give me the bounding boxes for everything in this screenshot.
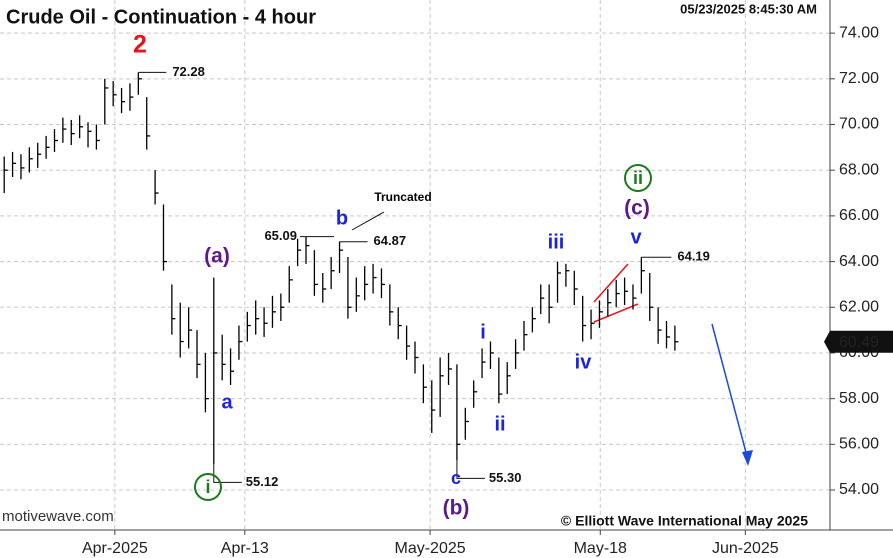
wave-circle xyxy=(624,164,652,192)
price-label: 72.28 xyxy=(172,64,205,79)
wave-label: iv xyxy=(575,351,593,373)
y-tick-label: 64.00 xyxy=(839,253,879,270)
wave-label: (b) xyxy=(443,497,470,520)
y-tick-label: 70.00 xyxy=(839,116,879,133)
watermark: motivewave.com xyxy=(2,508,114,525)
price-label: 64.87 xyxy=(374,233,407,248)
wave-circle xyxy=(194,473,222,501)
wave-label: Truncated xyxy=(374,190,431,204)
wave-label: v xyxy=(630,226,642,248)
y-tick-label: 62.00 xyxy=(839,298,879,315)
last-price-box xyxy=(824,330,893,353)
x-tick-label: Apr-13 xyxy=(221,540,269,557)
triangle-line xyxy=(593,303,639,323)
wave-label: c xyxy=(451,468,461,488)
wave-label: iii xyxy=(548,231,565,253)
wave-label: (c) xyxy=(624,197,650,220)
price-label: 64.19 xyxy=(677,249,710,264)
x-tick-label: Apr-2025 xyxy=(82,540,148,557)
price-label: 55.12 xyxy=(246,474,279,489)
wave-label: i xyxy=(205,477,210,497)
copyright: © Elliott Wave International May 2025 xyxy=(561,513,808,529)
timestamp: 05/23/2025 8:45:30 AM xyxy=(680,1,817,16)
chart-title: Crude Oil - Continuation - 4 hour xyxy=(6,6,316,28)
leader-line xyxy=(213,464,242,483)
y-tick-label: 72.00 xyxy=(839,70,879,87)
wave-label: b xyxy=(336,207,348,229)
projection-arrow xyxy=(711,323,749,461)
y-tick-label: 54.00 xyxy=(839,481,879,498)
y-tick-label: 56.00 xyxy=(839,436,879,453)
y-tick-label: 68.00 xyxy=(839,161,879,178)
last-price-label: 60.49 xyxy=(839,334,879,351)
x-tick-label: May-2025 xyxy=(395,540,466,557)
arrow-head xyxy=(742,450,753,466)
x-tick-label: Jun-2025 xyxy=(712,540,779,557)
wave-label: ii xyxy=(633,168,643,188)
truncated-pointer xyxy=(351,211,385,231)
price-label: 55.30 xyxy=(489,470,522,485)
wave-label: a xyxy=(221,391,233,413)
y-tick-label: 74.00 xyxy=(839,24,879,41)
wave-label: ii xyxy=(494,413,505,435)
price-label: 65.09 xyxy=(264,228,297,243)
y-tick-label: 66.00 xyxy=(839,207,879,224)
leader-line xyxy=(456,460,485,479)
wave-label: (a) xyxy=(204,245,230,268)
x-tick-label: May-18 xyxy=(574,540,627,557)
wave-label: 2 xyxy=(133,31,147,59)
triangle-line xyxy=(593,263,629,303)
y-tick-label: 58.00 xyxy=(839,390,879,407)
wave-label: i xyxy=(480,321,486,343)
